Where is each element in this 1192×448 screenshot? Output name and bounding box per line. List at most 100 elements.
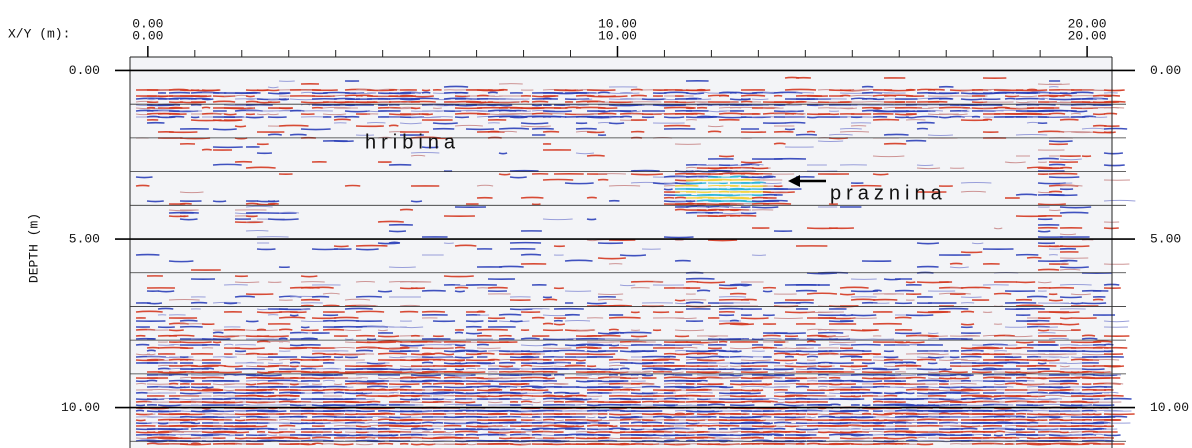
reflection-stroke <box>774 404 785 405</box>
reflection-stroke <box>708 404 725 405</box>
reflection-stroke <box>400 209 413 210</box>
reflection-stroke <box>840 287 869 288</box>
reflection-stroke <box>785 102 794 103</box>
reflection-stroke <box>1071 111 1087 112</box>
reflection-stroke <box>279 338 287 339</box>
reflection-stroke <box>917 444 933 445</box>
reflection-stroke <box>378 389 386 390</box>
reflection-stroke <box>444 86 468 87</box>
reflection-stroke <box>158 291 174 292</box>
reflection-stroke <box>422 90 430 91</box>
reflection-stroke <box>642 375 653 376</box>
reflection-stroke <box>543 299 557 300</box>
reflection-stroke <box>1082 335 1095 336</box>
reflection-stroke <box>950 378 969 379</box>
reflection-stroke <box>741 318 769 319</box>
reflection-stroke <box>895 317 912 318</box>
reflection-stroke <box>477 344 489 345</box>
reflection-stroke <box>422 422 434 423</box>
reflection-stroke <box>961 99 982 100</box>
reflection-stroke <box>763 176 776 177</box>
reflection-stroke <box>389 242 400 243</box>
reflection-stroke <box>697 360 725 361</box>
reflection-stroke <box>235 348 265 349</box>
reflection-stroke <box>1071 393 1102 394</box>
reflection-stroke <box>785 89 816 90</box>
reflection-stroke <box>334 246 349 247</box>
reflection-stroke <box>939 413 950 414</box>
reflection-stroke <box>246 101 258 102</box>
reflection-stroke <box>290 362 300 363</box>
reflection-stroke <box>675 209 686 210</box>
reflection-stroke <box>1027 296 1047 297</box>
reflection-stroke <box>664 417 675 418</box>
reflection-stroke <box>719 113 742 114</box>
reflection-stroke <box>257 329 266 330</box>
reflection-stroke <box>774 318 803 319</box>
reflection-stroke <box>543 375 551 376</box>
reflection-stroke <box>543 98 551 99</box>
reflection-stroke <box>224 303 237 304</box>
reflection-stroke <box>290 366 299 367</box>
reflection-stroke <box>653 359 680 360</box>
reflection-stroke <box>895 387 918 388</box>
reflection-stroke <box>752 390 763 391</box>
reflection-stroke <box>741 162 762 163</box>
reflection-stroke <box>158 308 173 309</box>
reflection-stroke <box>136 177 153 178</box>
reflection-stroke <box>147 350 156 351</box>
reflection-stroke <box>884 134 909 135</box>
reflection-stroke <box>917 168 940 169</box>
reflection-stroke <box>543 323 553 324</box>
reflection-stroke <box>301 327 309 328</box>
reflection-stroke <box>1104 366 1124 367</box>
reflection-stroke <box>983 119 992 120</box>
reflection-stroke <box>411 426 419 427</box>
reflection-stroke <box>664 117 684 118</box>
reflection-stroke <box>785 372 796 373</box>
reflection-stroke <box>598 111 610 112</box>
reflection-stroke <box>1038 330 1049 331</box>
reflection-stroke <box>785 129 795 130</box>
reflection-stroke <box>730 92 742 93</box>
reflection-stroke <box>224 366 243 367</box>
reflection-stroke <box>609 329 619 330</box>
reflection-stroke <box>246 426 267 427</box>
reflection-stroke <box>917 437 927 438</box>
reflection-stroke <box>444 425 461 426</box>
reflection-stroke <box>202 365 226 366</box>
reflection-stroke <box>312 287 334 288</box>
reflection-stroke <box>664 92 688 93</box>
reflection-stroke <box>752 177 773 178</box>
reflection-stroke <box>917 165 933 166</box>
reflection-stroke <box>433 353 444 354</box>
reflection-stroke <box>741 179 752 180</box>
reflection-stroke <box>136 311 163 312</box>
reflection-stroke <box>873 174 888 175</box>
reflection-stroke <box>268 134 282 135</box>
reflection-stroke <box>829 404 841 405</box>
reflection-stroke <box>631 95 647 96</box>
reflection-stroke <box>246 384 256 385</box>
reflection-stroke <box>1060 95 1072 96</box>
reflection-stroke <box>1104 200 1135 201</box>
reflection-stroke <box>675 318 697 319</box>
reflection-stroke <box>686 93 704 94</box>
reflection-stroke <box>257 90 268 91</box>
y-tick-label: 5.00 <box>1150 231 1181 246</box>
reflection-stroke <box>565 183 594 184</box>
reflection-stroke <box>1071 92 1093 93</box>
reflection-stroke <box>763 291 772 292</box>
annotation: praznina <box>830 182 947 204</box>
reflection-stroke <box>587 303 607 304</box>
reflection-stroke <box>1060 212 1088 213</box>
reflection-stroke <box>675 197 686 198</box>
reflection-stroke <box>587 197 597 198</box>
reflection-stroke <box>202 387 214 388</box>
reflection-stroke <box>675 413 685 414</box>
reflection-stroke <box>455 291 465 292</box>
reflection-stroke <box>422 353 433 354</box>
reflection-stroke <box>686 167 697 168</box>
reflection-stroke <box>675 347 697 348</box>
reflection-stroke <box>620 332 651 333</box>
